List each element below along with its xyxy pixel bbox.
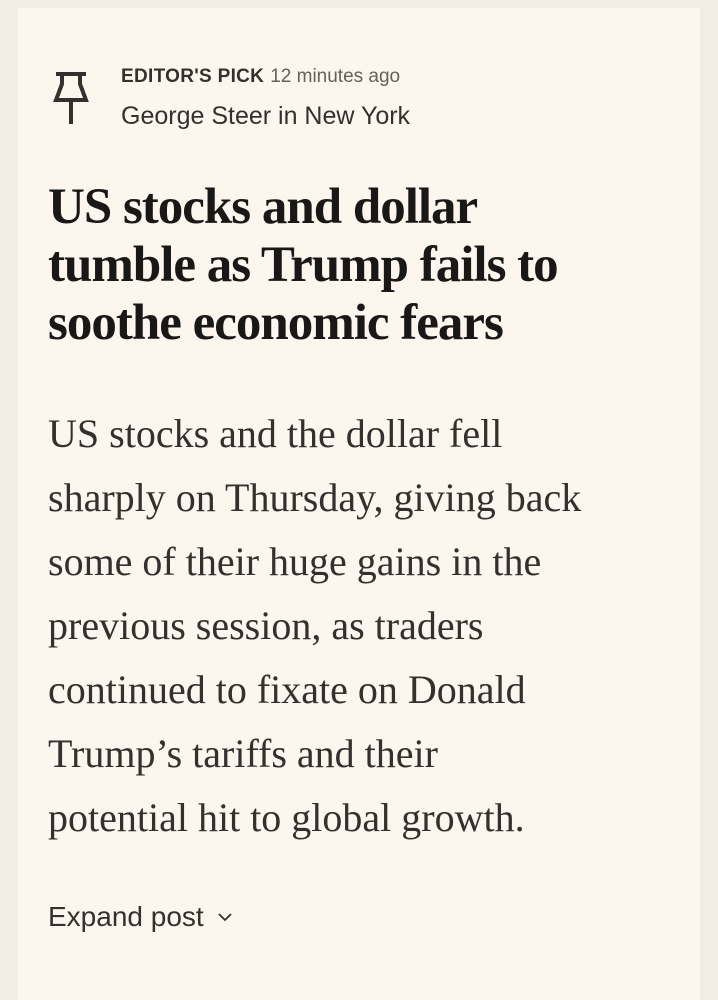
body-line: Trump’s tariffs and their: [48, 731, 438, 776]
body-line: some of their huge gains in the: [48, 539, 542, 584]
body-text: US stocks and the dollar fell sharply on…: [48, 402, 581, 850]
editors-pick-label: EDITOR'S PICK 12 minutes ago: [121, 66, 400, 88]
post-card: EDITOR'S PICK 12 minutes ago George Steer…: [18, 8, 700, 1000]
headline-line: US stocks and dollar: [48, 179, 478, 235]
timestamp: 12 minutes ago: [270, 66, 401, 87]
headline-line: soothe economic fears: [48, 295, 504, 351]
expand-button[interactable]: Expand post: [48, 901, 232, 933]
expand-text: Expand post: [48, 901, 204, 932]
body-line: previous session, as traders: [48, 603, 484, 648]
headline: US stocks and dollar tumble as Trump fai…: [48, 178, 559, 352]
pin-icon: [53, 72, 89, 124]
label-text: EDITOR'S PICK: [121, 66, 265, 87]
body-line: continued to fixate on Donald: [48, 667, 526, 712]
headline-line: tumble as Trump fails to: [48, 237, 559, 293]
author: George Steer in New York: [121, 102, 411, 130]
body-line: potential hit to global growth.: [48, 795, 525, 840]
body-line: sharply on Thursday, giving back: [48, 475, 582, 520]
chevron-down: [218, 913, 232, 922]
body-line: US stocks and the dollar fell: [48, 411, 503, 456]
